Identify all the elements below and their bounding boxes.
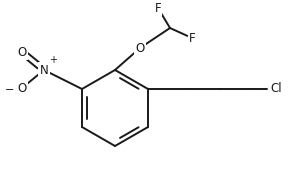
Text: Cl: Cl (270, 82, 282, 95)
Text: O: O (135, 42, 145, 55)
Text: F: F (155, 2, 161, 15)
Text: F: F (189, 31, 195, 44)
Text: O: O (17, 46, 27, 59)
Text: +: + (49, 55, 57, 65)
Text: −: − (5, 85, 15, 95)
Text: N: N (40, 63, 48, 76)
Text: O: O (17, 81, 27, 94)
